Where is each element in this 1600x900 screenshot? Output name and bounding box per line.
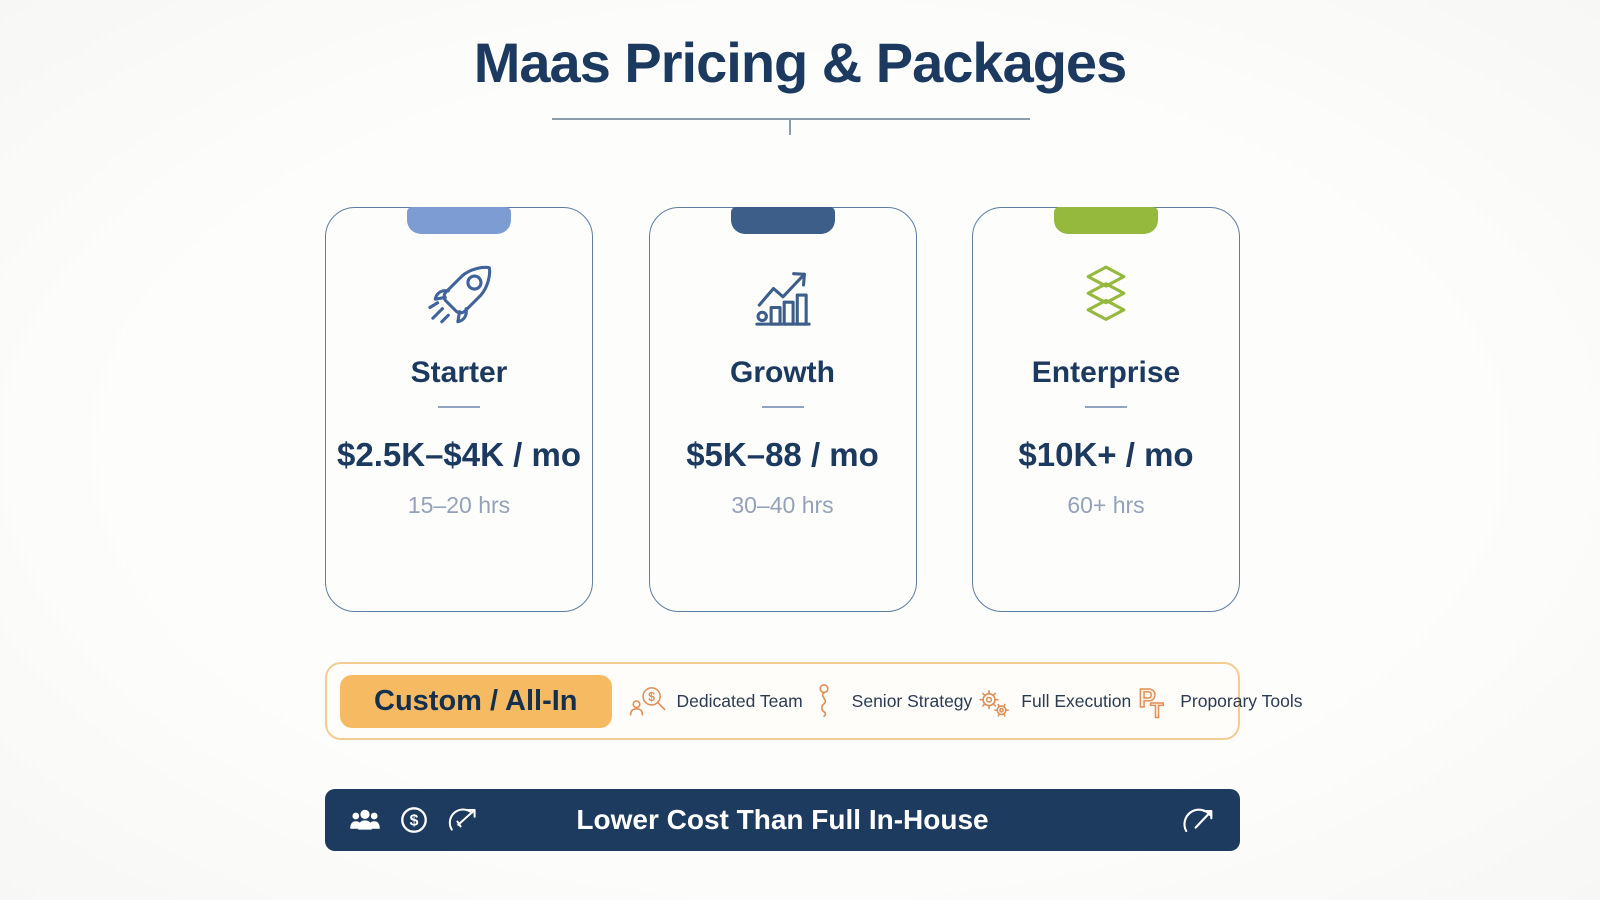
card-starter[interactable]: Starter $2.5K–$4K / mo 15–20 hrs (325, 207, 593, 612)
card-enterprise[interactable]: Enterprise $10K+ / mo 60+ hrs (972, 207, 1240, 612)
svg-text:T: T (1151, 698, 1164, 722)
feature-label: Proporary Tools (1180, 690, 1303, 711)
svg-text:$: $ (648, 690, 655, 704)
banner-left-icons: $ (349, 804, 479, 836)
feature-senior-strategy: Senior Strategy (803, 680, 973, 722)
strategy-hook-icon (803, 680, 845, 722)
card-growth[interactable]: Growth $5K–88 / mo 30–40 hrs (648, 207, 917, 612)
trend-arrow-check-icon (447, 804, 479, 836)
card-tab (1054, 207, 1158, 234)
card-price: $5K–88 / mo (686, 436, 879, 473)
card-name: Starter (410, 356, 508, 389)
card-divider (1085, 406, 1127, 408)
custom-features: $ Dedicated Team Senior Strategy (612, 680, 1313, 722)
team-icon (349, 804, 381, 836)
layers-icon (1068, 260, 1144, 336)
title-divider-tick (789, 118, 791, 135)
custom-all-in-button[interactable]: Custom / All-In (340, 674, 612, 728)
team-search-icon: $ (628, 680, 670, 722)
card-price: $10K+ / mo (1018, 436, 1194, 473)
feature-label: Full Execution (1021, 690, 1132, 711)
page-title: Maas Pricing & Packages (473, 31, 1127, 94)
card-hours: 30–40 hrs (731, 492, 834, 518)
feature-full-execution: Full Execution (972, 680, 1131, 722)
dollar-circle-icon: $ (398, 804, 430, 836)
growth-chart-icon (745, 260, 821, 336)
svg-text:P: P (1139, 685, 1156, 713)
feature-label: Senior Strategy (851, 690, 973, 711)
custom-tier-row: Custom / All-In $ Dedicated Team (325, 662, 1302, 740)
card-hours: 15–20 hrs (407, 492, 511, 518)
cost-banner: $ Lower Cost Than Full In-House (325, 789, 1240, 851)
pt-tools-icon: P T (1131, 680, 1173, 722)
banner-label: Lower Cost Than Full In-House (576, 804, 989, 835)
card-divider (761, 406, 804, 408)
rocket-icon (421, 260, 497, 336)
title-divider (552, 118, 1030, 120)
pricing-cards: Starter $2.5K–$4K / mo 15–20 hrs Growth (325, 207, 1240, 612)
card-name: Enterprise (1031, 356, 1181, 389)
feature-dedicated-team: $ Dedicated Team (628, 680, 803, 722)
card-hours: 60+ hrs (1067, 492, 1145, 518)
gears-icon (972, 680, 1014, 722)
card-price: $2.5K–$4K / mo (337, 436, 581, 473)
trend-arrow-icon (1182, 803, 1216, 837)
feature-label: Dedicated Team (676, 690, 803, 711)
feature-proporary-tools: P T Proporary Tools (1131, 680, 1302, 722)
card-name: Growth (730, 356, 835, 389)
card-tab (730, 207, 835, 234)
svg-text:$: $ (410, 813, 419, 830)
card-tab (407, 207, 511, 234)
card-divider (438, 406, 480, 408)
